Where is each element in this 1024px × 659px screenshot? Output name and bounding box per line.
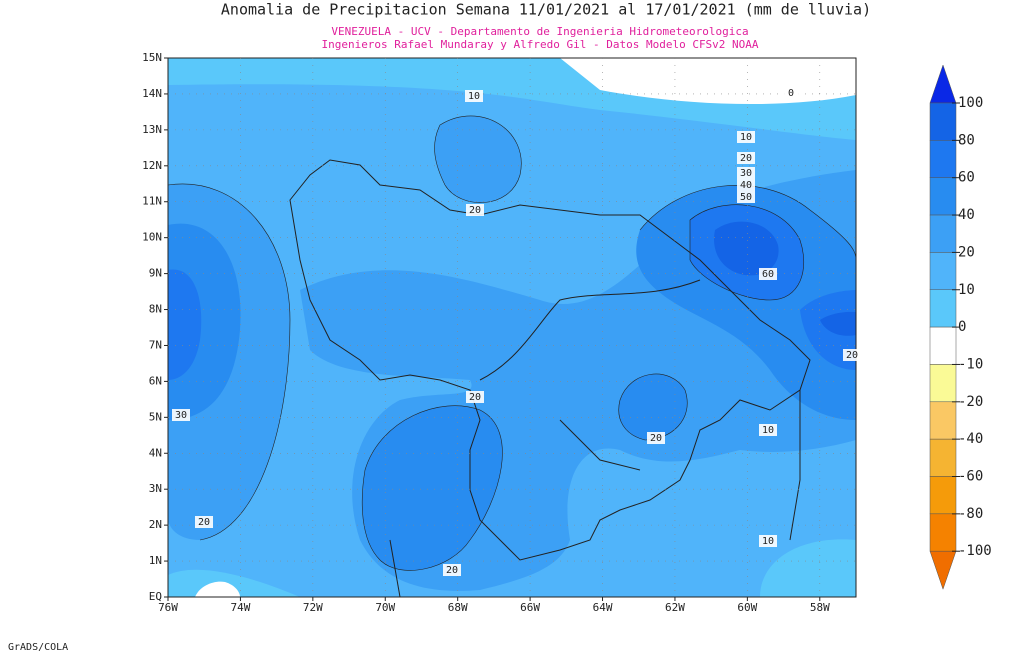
contour-label-bg bbox=[737, 131, 755, 143]
colorbar-segment bbox=[929, 177, 957, 216]
x-tick-label: 66W bbox=[520, 601, 540, 614]
colorbar-label: -80 bbox=[958, 506, 983, 522]
contour-label: 20 bbox=[650, 433, 662, 444]
colorbar-label: -10 bbox=[958, 356, 983, 372]
colorbar-label: -20 bbox=[958, 394, 983, 410]
contour-label: 20 bbox=[469, 392, 481, 403]
map-frame bbox=[167, 57, 857, 598]
colorbar-label: 60 bbox=[958, 170, 975, 186]
colorbar-label: 20 bbox=[958, 244, 975, 260]
x-tick-label: 70W bbox=[375, 601, 395, 614]
subtitle: Ingenieros Rafael Mundaray y Alfredo Gil… bbox=[321, 38, 758, 51]
y-tick-label: 5N bbox=[149, 410, 162, 423]
colorbar-label: -40 bbox=[958, 431, 983, 447]
y-tick-label: 14N bbox=[142, 87, 162, 100]
contour-label: 40 bbox=[740, 180, 752, 191]
contour-label-bg bbox=[737, 167, 755, 179]
x-tick-label: 60W bbox=[737, 601, 757, 614]
colorbar-label: 10 bbox=[958, 282, 975, 298]
x-tick-label: 74W bbox=[230, 601, 250, 614]
x-tick-label: 72W bbox=[303, 601, 323, 614]
y-tick-label: 8N bbox=[149, 303, 162, 316]
y-tick-label: EQ bbox=[149, 590, 162, 603]
x-tick-label: 58W bbox=[810, 601, 830, 614]
y-tick-label: 15N bbox=[142, 51, 162, 64]
contour-label: 20 bbox=[198, 517, 210, 528]
y-tick-label: 7N bbox=[149, 338, 162, 351]
colorbar-segment bbox=[929, 140, 957, 178]
title: Anomalia de Precipitacion Semana 11/01/2… bbox=[221, 1, 871, 19]
x-tick-label: 64W bbox=[593, 601, 613, 614]
colorbar-segment bbox=[929, 513, 957, 552]
colorbar-segment bbox=[929, 364, 957, 403]
colorbar-label: 0 bbox=[958, 319, 966, 335]
contour-label: 30 bbox=[740, 168, 752, 179]
colorbar-label: -60 bbox=[958, 469, 983, 485]
contour-label: 20 bbox=[469, 205, 481, 216]
x-tick-label: 68W bbox=[448, 601, 468, 614]
y-tick-label: 3N bbox=[149, 482, 162, 495]
contour-label-bg bbox=[759, 268, 777, 280]
contour-label-bg bbox=[465, 90, 483, 102]
contour-label-bg bbox=[466, 204, 484, 216]
contour-label-bg bbox=[466, 391, 484, 403]
colorbar-segment bbox=[929, 326, 957, 365]
colorbar-segment bbox=[929, 214, 957, 253]
colorbar-segment bbox=[929, 401, 957, 440]
footer: GrADS/COLA bbox=[8, 642, 68, 653]
contour-label-bg bbox=[782, 87, 800, 99]
colorbar-triangle bbox=[929, 64, 957, 104]
contour-label: 20 bbox=[740, 153, 752, 164]
colorbar-segment bbox=[929, 252, 957, 290]
contour-label: 60 bbox=[762, 269, 774, 280]
contour-label-bg bbox=[443, 564, 461, 576]
y-tick-label: 4N bbox=[149, 446, 162, 459]
y-tick-label: 1N bbox=[149, 554, 162, 567]
contour-label-bg bbox=[737, 179, 755, 191]
colorbar-triangle bbox=[929, 550, 957, 590]
contour-label-bg bbox=[759, 535, 777, 547]
contour-label-bg bbox=[647, 432, 665, 444]
contour-label: 20 bbox=[846, 350, 858, 361]
contour-label: 10 bbox=[762, 536, 774, 547]
contour-label: 10 bbox=[468, 91, 480, 102]
y-tick-label: 6N bbox=[149, 374, 162, 387]
contour-label-bg bbox=[759, 424, 777, 436]
y-tick-label: 10N bbox=[142, 231, 162, 244]
subtitle: VENEZUELA - UCV - Departamento de Ingeni… bbox=[331, 25, 748, 38]
colorbar-label: 40 bbox=[958, 207, 975, 223]
y-tick-label: 13N bbox=[142, 123, 162, 136]
contour-label: 50 bbox=[740, 192, 752, 203]
x-tick-label: 76W bbox=[158, 601, 178, 614]
colorbar-segment bbox=[929, 289, 957, 328]
contour-label: 0 bbox=[788, 88, 794, 99]
colorbar-label: 80 bbox=[958, 132, 975, 148]
contour-label-bg bbox=[737, 191, 755, 203]
colorbar-label: 100 bbox=[958, 95, 983, 111]
contour-label: 30 bbox=[175, 410, 187, 421]
contour-label-bg bbox=[195, 516, 213, 528]
y-tick-label: 9N bbox=[149, 267, 162, 280]
contour-label-bg bbox=[737, 152, 755, 164]
y-tick-label: 12N bbox=[142, 159, 162, 172]
colorbar-segment bbox=[929, 438, 957, 477]
contour-label: 20 bbox=[446, 565, 458, 576]
x-tick-label: 62W bbox=[665, 601, 685, 614]
contour-label-bg bbox=[843, 349, 861, 361]
colorbar-segment bbox=[929, 476, 957, 515]
contour-label: 10 bbox=[740, 132, 752, 143]
y-tick-label: 11N bbox=[142, 195, 162, 208]
contour-label: 10 bbox=[762, 425, 774, 436]
y-tick-label: 2N bbox=[149, 518, 162, 531]
colorbar-segment bbox=[929, 102, 957, 141]
contour-label-bg bbox=[172, 409, 190, 421]
colorbar-label: -100 bbox=[958, 543, 992, 559]
